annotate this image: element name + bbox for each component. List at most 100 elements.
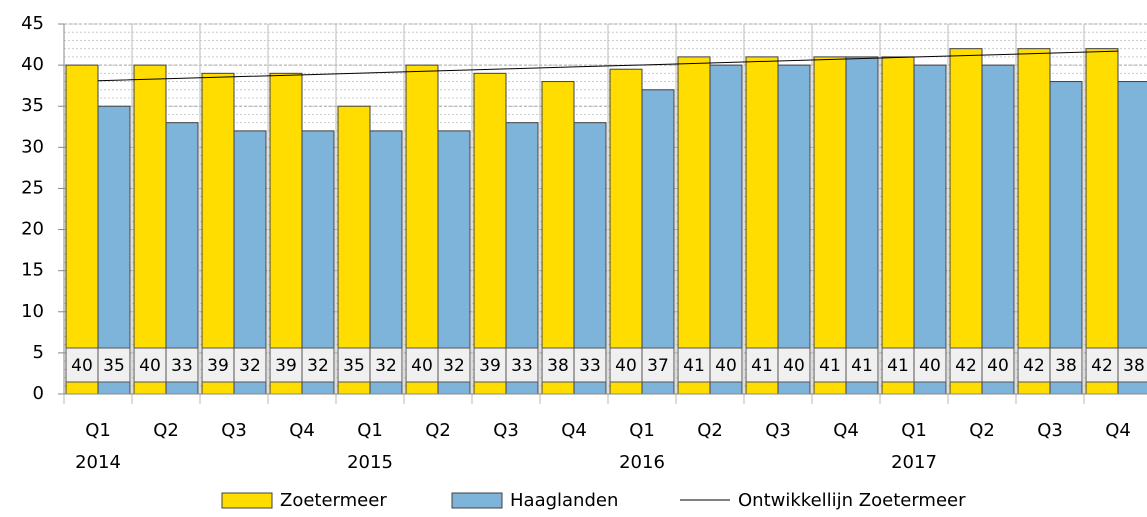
bar [777,64,811,395]
bar [845,56,879,395]
data-label-box [813,347,847,383]
data-label-box [505,347,539,383]
y-tick-label: 35 [21,95,44,116]
data-label-box [745,347,779,383]
bar [1117,81,1147,395]
data-label: 39 [275,356,297,376]
data-label: 41 [887,356,909,376]
bar [65,64,99,395]
data-label-box [1049,347,1083,383]
bar [913,64,947,395]
bar [1017,48,1051,395]
x-tick-label: Q3 [765,420,791,441]
y-tick-label: 30 [21,136,44,157]
data-label: 41 [751,356,773,376]
bar [1049,81,1083,395]
y-tick-label: 25 [21,177,44,198]
year-label: 2015 [347,452,393,473]
data-label-box [201,347,235,383]
data-label: 32 [239,356,261,376]
data-label-box [133,347,167,383]
data-label-box [97,347,131,383]
data-label-box [337,347,371,383]
data-label-box [677,347,711,383]
bar [641,89,675,395]
data-label-box [405,347,439,383]
data-label: 42 [1023,356,1045,376]
x-tick-label: Q3 [493,420,519,441]
bar [609,68,643,395]
year-label: 2016 [619,452,665,473]
bar [473,72,507,395]
data-label-box [165,347,199,383]
data-label-box [845,347,879,383]
data-label-box [709,347,743,383]
data-label-box [1117,347,1147,383]
y-tick-label: 45 [21,13,44,34]
y-tick-label: 5 [33,342,44,363]
y-tick-label: 15 [21,260,44,281]
y-tick-label: 10 [21,301,44,322]
data-label: 42 [955,356,977,376]
data-label: 40 [715,356,737,376]
data-label: 37 [647,356,669,376]
x-tick-label: Q2 [425,420,451,441]
x-tick-label: Q4 [561,420,587,441]
legend-swatch [451,492,503,509]
bar [541,81,575,395]
data-label: 38 [1123,356,1145,376]
data-label: 41 [819,356,841,376]
data-label-box [777,347,811,383]
data-label: 40 [615,356,637,376]
bar [133,64,167,395]
bar [881,56,915,395]
data-label-box [881,347,915,383]
data-label: 32 [307,356,329,376]
data-label: 35 [103,356,125,376]
data-label: 40 [919,356,941,376]
x-tick-label: Q4 [289,420,315,441]
data-label-box [437,347,471,383]
x-tick-label: Q4 [1105,420,1131,441]
data-label: 41 [851,356,873,376]
data-label-box [369,347,403,383]
x-tick-label: Q4 [833,420,859,441]
bar [709,64,743,395]
data-label: 39 [479,356,501,376]
bar [97,105,131,395]
bar [201,72,235,395]
x-tick-label: Q1 [629,420,655,441]
data-label: 40 [71,356,93,376]
data-label-box [981,347,1015,383]
data-label: 33 [579,356,601,376]
data-label: 42 [1091,356,1113,376]
x-tick-label: Q2 [697,420,723,441]
data-label: 32 [375,356,397,376]
legend-label: Ontwikkellijn Zoetermeer [738,490,966,511]
year-label: 2014 [75,452,121,473]
bar [405,64,439,395]
x-tick-label: Q1 [85,420,111,441]
data-label: 40 [783,356,805,376]
x-tick-label: Q1 [357,420,383,441]
bar [745,56,779,395]
x-tick-label: Q3 [221,420,247,441]
bar [813,56,847,395]
data-label-box [609,347,643,383]
trend-line [97,50,1119,82]
data-label: 40 [987,356,1009,376]
legend-label: Haaglanden [510,490,618,511]
x-tick-label: Q1 [901,420,927,441]
data-label: 39 [207,356,229,376]
bar [677,56,711,395]
bar [1085,48,1119,395]
data-label-box [233,347,267,383]
y-tick-label: 40 [21,54,44,75]
bar [269,72,303,395]
data-label-box [913,347,947,383]
data-label-box [641,347,675,383]
data-label-box [1017,347,1051,383]
data-label: 40 [139,356,161,376]
x-tick-label: Q3 [1037,420,1063,441]
